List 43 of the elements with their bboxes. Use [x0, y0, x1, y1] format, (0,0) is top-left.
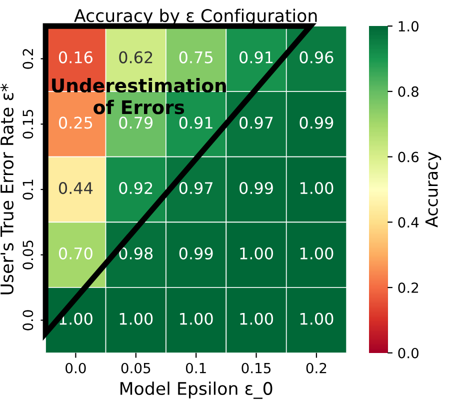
- y-tick-label: 0.05: [22, 240, 34, 270]
- data-label: 0.91: [179, 116, 212, 129]
- x-tick-label: 0.15: [242, 362, 271, 374]
- data-label: 0.92: [119, 182, 152, 194]
- y-tick-label: 0.0: [22, 310, 34, 330]
- data-label: 1.00: [120, 312, 153, 325]
- data-label: 0.70: [58, 247, 92, 260]
- data-label: 0.91: [240, 51, 273, 64]
- data-label: 0.99: [179, 247, 213, 260]
- color-bar-title: Accuracy: [425, 152, 442, 228]
- data-label: 1.00: [300, 182, 334, 194]
- color-bar-label: 0.0: [398, 348, 418, 358]
- data-label: 1.00: [240, 312, 273, 325]
- color-bar-label: 0.4: [398, 217, 419, 228]
- data-label: 0.98: [119, 247, 153, 260]
- data-label: 0.75: [179, 51, 212, 64]
- x-tick-label: 0.2: [306, 362, 326, 374]
- x-tick-label: 0.1: [186, 362, 206, 374]
- data-label: 0.16: [58, 51, 92, 64]
- data-label: 0.97: [240, 116, 273, 129]
- color-bar-label: 0.2: [398, 282, 418, 293]
- data-label: 0.62: [119, 51, 152, 64]
- data-label: 0.99: [240, 182, 273, 194]
- data-label: 1.00: [240, 247, 273, 260]
- data-label: 1.00: [300, 312, 334, 325]
- y-tick-label: 0.1: [22, 180, 34, 200]
- data-label: 0.79: [119, 116, 153, 129]
- y-tick-label: 0.2: [22, 49, 34, 69]
- data-label: 0.99: [300, 116, 334, 129]
- data-label: 1.00: [180, 312, 213, 325]
- color-bar-label: 0.6: [398, 152, 419, 162]
- y-tick-label: 0.15: [22, 110, 34, 139]
- y-axis-title: User's True Error Rate ε*: [0, 84, 14, 294]
- color-bar-label: 0.8: [398, 86, 418, 97]
- data-label: 1.00: [300, 247, 334, 260]
- data-label: 0.25: [58, 116, 92, 129]
- x-axis-title: Model Epsilon ε_0: [120, 382, 272, 399]
- x-tick-label: 0.0: [66, 362, 86, 374]
- data-label: 0.97: [179, 182, 212, 194]
- data-label: 0.44: [58, 182, 93, 194]
- data-label: 0.96: [300, 51, 334, 64]
- x-tick-label: 0.05: [121, 362, 150, 374]
- color-bar-label: 1.0: [398, 21, 418, 32]
